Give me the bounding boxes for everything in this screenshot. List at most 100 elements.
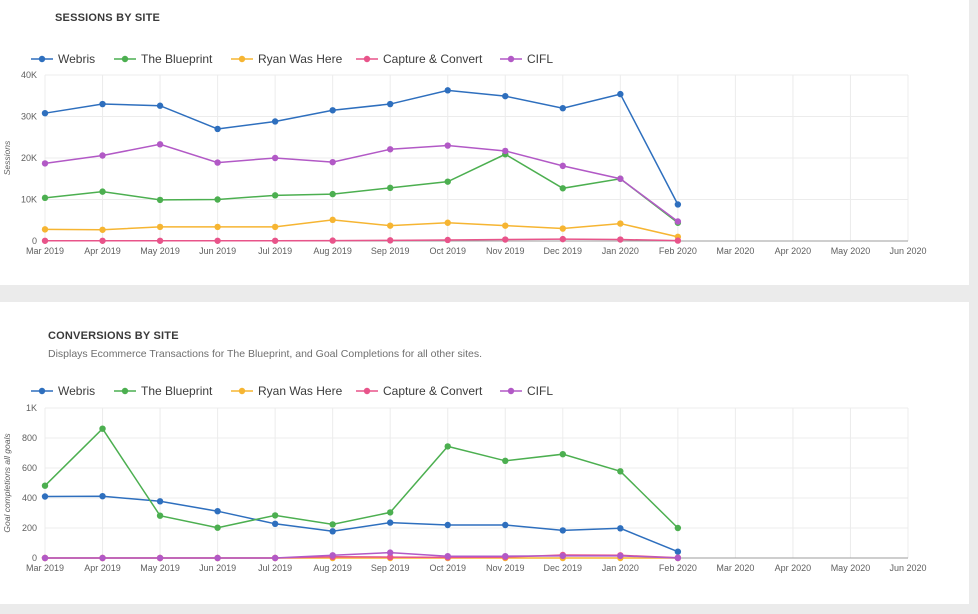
sessions-point-capture-and-convert [99, 237, 106, 244]
conversions-y-tick-label: 800 [22, 433, 37, 443]
sessions-point-webris [387, 100, 394, 108]
sessions-legend-item-capture-and-convert[interactable]: Capture & Convert [356, 52, 483, 66]
conversions-point-the-blueprint [559, 451, 566, 458]
conversions-legend-item-capture-and-convert[interactable]: Capture & Convert [356, 384, 483, 398]
conversions-point-the-blueprint [214, 524, 221, 531]
sessions-series-the-blueprint [41, 151, 682, 226]
sessions-point-the-blueprint [99, 188, 106, 195]
sessions-legend-item-the-blueprint[interactable]: The Blueprint [114, 52, 213, 66]
conversions-point-capture-and-convert [387, 553, 394, 561]
conversions-point-cifl [559, 552, 566, 560]
conversions-point-cifl [502, 553, 509, 560]
sessions-point-ryan-was-here [617, 220, 624, 227]
sessions-point-webris [99, 100, 106, 108]
sessions-point-webris [156, 102, 164, 109]
sessions-point-webris [214, 125, 221, 133]
sessions-point-capture-and-convert [444, 236, 451, 244]
sessions-point-cifl [674, 218, 682, 225]
conversions-legend-label: CIFL [527, 384, 553, 398]
sessions-chart-title: SESSIONS BY SITE [55, 12, 161, 24]
conversions-x-tick-label: Apr 2020 [775, 563, 812, 573]
conversions-point-cifl [99, 554, 106, 562]
conversions-legend-item-the-blueprint[interactable]: The Blueprint [114, 384, 213, 398]
sessions-x-tick-label: Apr 2019 [84, 246, 121, 256]
conversions-x-tick-label: Mar 2020 [716, 563, 754, 573]
sessions-point-ryan-was-here [444, 219, 451, 226]
sessions-point-the-blueprint [444, 178, 451, 185]
sessions-legend-item-webris[interactable]: Webris [31, 52, 95, 66]
sessions-point-capture-and-convert [617, 236, 624, 243]
sessions-legend-item-ryan-was-here[interactable]: Ryan Was Here [231, 52, 343, 66]
conversions-y-tick-label: 1K [26, 403, 37, 413]
conversions-x-tick-label: Jul 2019 [258, 563, 292, 573]
conversions-point-cifl [617, 552, 624, 560]
sessions-point-webris [329, 107, 336, 114]
sessions-legend-item-cifl[interactable]: CIFL [500, 52, 553, 66]
conversions-point-webris [156, 498, 164, 505]
sessions-point-capture-and-convert [387, 237, 394, 244]
sessions-point-capture-and-convert [271, 237, 279, 244]
sessions-point-ryan-was-here [156, 223, 164, 231]
conversions-point-the-blueprint [41, 482, 49, 489]
conversions-x-tick-label: Jun 2019 [199, 563, 236, 573]
sessions-legend-label: CIFL [527, 52, 553, 66]
conversions-point-cifl [41, 554, 49, 562]
sessions-y-tick-label: 20K [21, 153, 37, 163]
conversions-point-the-blueprint [329, 521, 336, 528]
sessions-x-tick-label: May 2019 [140, 246, 180, 256]
sessions-point-ryan-was-here [559, 225, 566, 232]
conversions-y-tick-label: 400 [22, 493, 37, 503]
conversions-legend-swatch-dot [507, 387, 515, 395]
sessions-point-cifl [617, 175, 624, 182]
conversions-y-tick-label: 0 [32, 553, 37, 563]
sessions-point-the-blueprint [41, 194, 49, 202]
conversions-x-tick-label: Sep 2019 [371, 563, 410, 573]
sessions-point-webris [444, 87, 451, 94]
sessions-x-tick-label: Jun 2019 [199, 246, 236, 256]
sessions-point-cifl [271, 154, 279, 162]
conversions-x-tick-label: Jun 2020 [889, 563, 926, 573]
conversions-x-tick-label: Mar 2019 [26, 563, 64, 573]
conversions-point-cifl [271, 554, 279, 562]
conversions-point-cifl [156, 554, 164, 562]
sessions-point-capture-and-convert [502, 236, 509, 243]
sessions-x-tick-label: May 2020 [831, 246, 871, 256]
sessions-series-line-the-blueprint [44, 153, 679, 224]
conversions-legend-item-ryan-was-here[interactable]: Ryan Was Here [231, 384, 343, 398]
conversions-x-tick-label: Aug 2019 [313, 563, 352, 573]
sessions-point-ryan-was-here [502, 222, 509, 229]
conversions-chart-subtitle: Displays Ecommerce Transactions for The … [48, 348, 482, 360]
sessions-point-webris [41, 109, 49, 117]
conversions-y-tick-label: 600 [22, 463, 37, 473]
sessions-legend-label: Ryan Was Here [258, 52, 343, 66]
sessions-point-ryan-was-here [329, 216, 336, 224]
conversions-point-cifl [329, 552, 336, 559]
sessions-point-webris [271, 118, 279, 125]
sessions-point-webris [559, 105, 566, 112]
conversions-point-cifl [214, 554, 221, 562]
conversions-point-webris [387, 519, 394, 526]
sessions-x-tick-label: Aug 2019 [313, 246, 352, 256]
sessions-legend-swatch-dot [238, 55, 246, 63]
sessions-point-cifl [387, 146, 394, 153]
conversions-legend-swatch-dot [121, 387, 129, 395]
sessions-point-ryan-was-here [387, 222, 394, 229]
conversions-series-webris [41, 493, 682, 555]
sessions-point-the-blueprint [329, 190, 336, 198]
conversions-point-cifl [387, 549, 394, 556]
conversions-legend-item-cifl[interactable]: CIFL [500, 384, 553, 398]
conversions-point-webris [271, 520, 279, 527]
sessions-point-the-blueprint [387, 184, 394, 192]
conversions-point-the-blueprint [156, 512, 164, 519]
conversions-point-the-blueprint [617, 468, 624, 475]
conversions-legend-item-webris[interactable]: Webris [31, 384, 95, 398]
conversions-point-webris [559, 527, 566, 534]
conversions-point-webris [41, 493, 49, 500]
conversions-point-webris [617, 525, 624, 532]
sessions-series-webris [41, 87, 682, 208]
sessions-legend-label: The Blueprint [141, 52, 213, 66]
sessions-point-capture-and-convert [674, 237, 682, 244]
sessions-point-capture-and-convert [41, 237, 49, 244]
sessions-x-tick-label: Jan 2020 [602, 246, 639, 256]
sessions-x-tick-label: Feb 2020 [659, 246, 697, 256]
